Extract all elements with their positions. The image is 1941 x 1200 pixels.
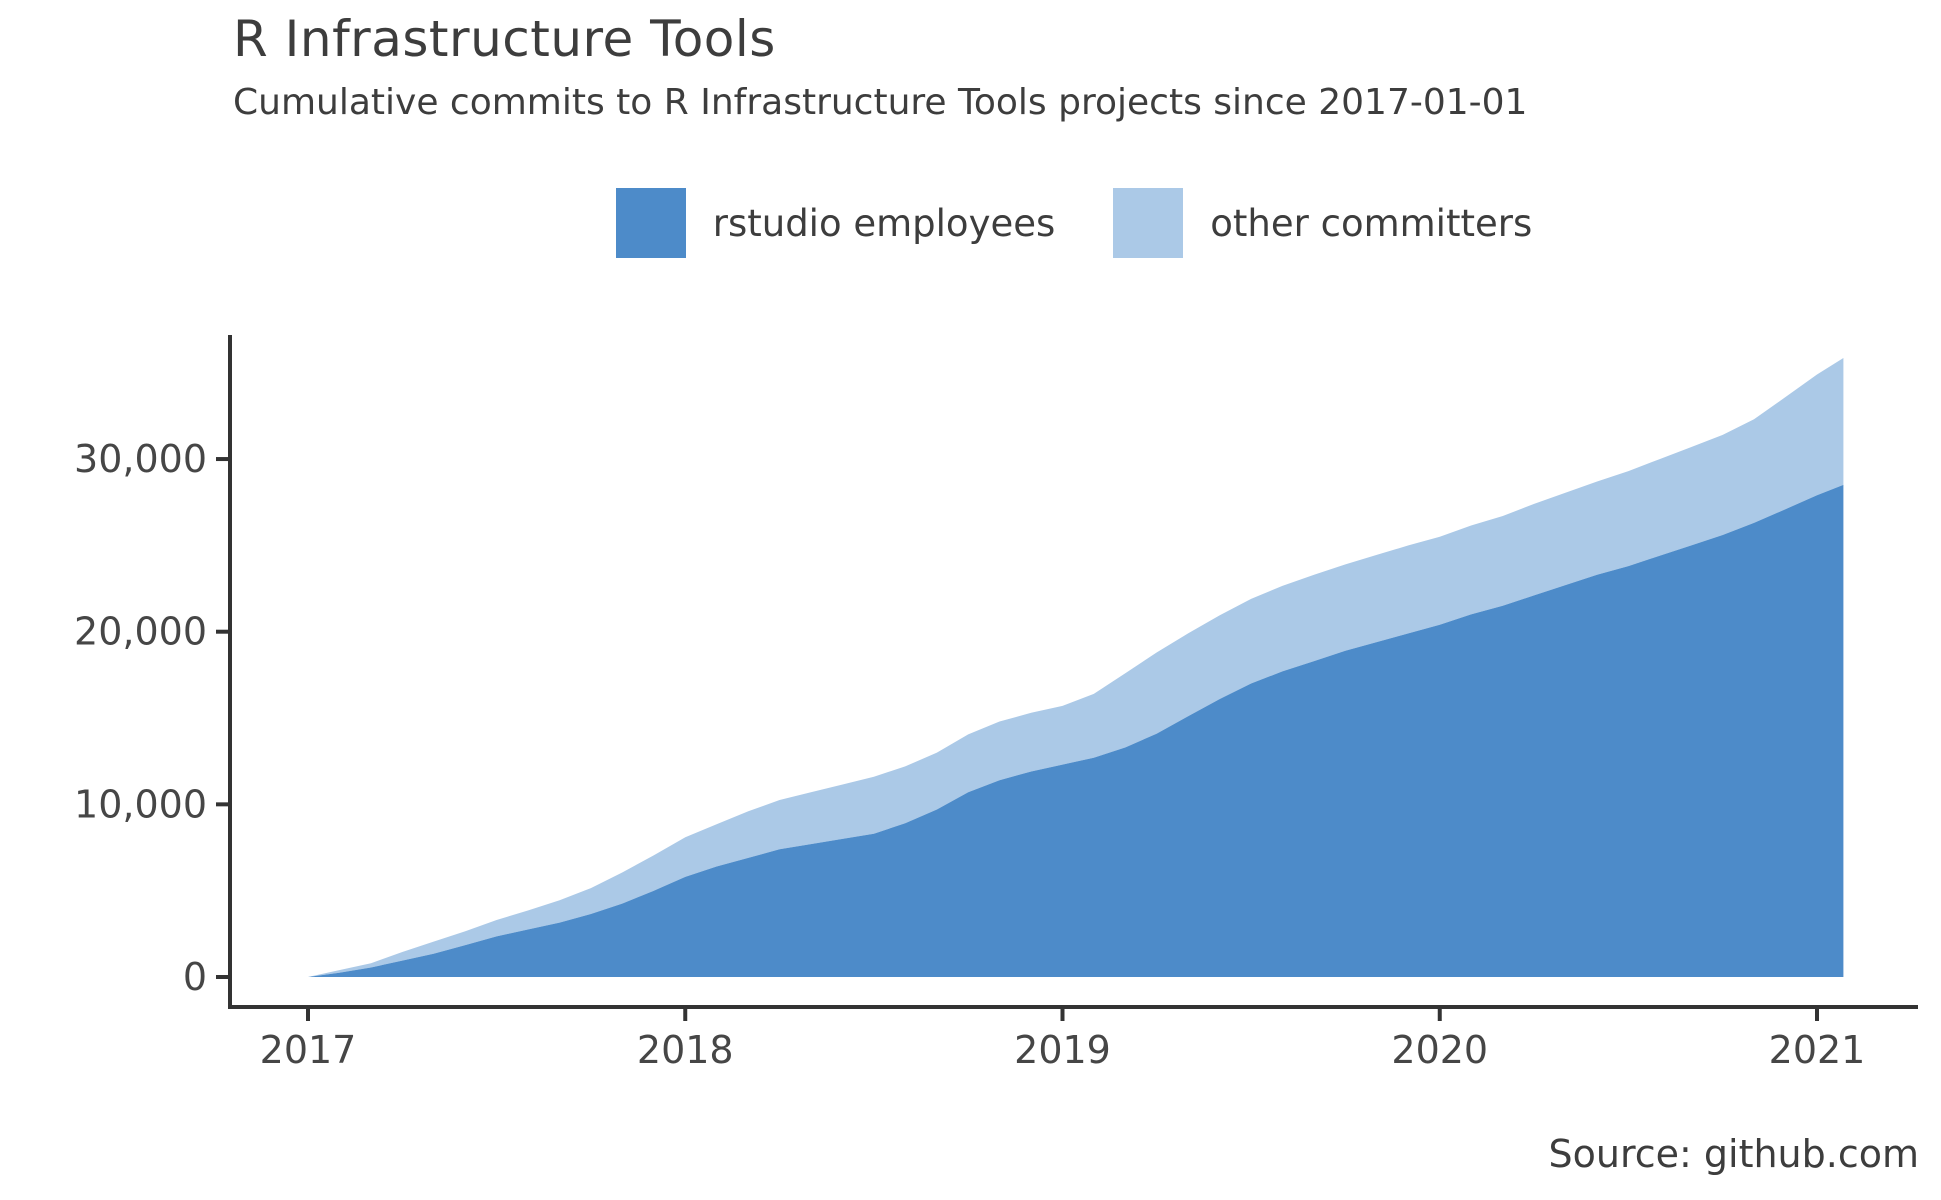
legend-label-other-committers: other committers bbox=[1210, 201, 1533, 245]
x-tick-label: 2021 bbox=[1769, 1028, 1866, 1072]
area-rstudio-employees bbox=[308, 484, 1844, 977]
page-subtitle: Cumulative commits to R Infrastructure T… bbox=[233, 82, 1528, 123]
legend-label-rstudio-employees: rstudio employees bbox=[712, 201, 1056, 245]
y-tick-label: 20,000 bbox=[74, 610, 207, 654]
y-tick-label: 10,000 bbox=[74, 782, 207, 826]
x-tick-label: 2020 bbox=[1391, 1028, 1488, 1072]
source-note: Source: github.com bbox=[1548, 1132, 1920, 1176]
legend: rstudio employees other committers bbox=[230, 188, 1918, 258]
page-title: R Infrastructure Tools bbox=[233, 10, 776, 68]
y-tick-label: 0 bbox=[183, 955, 207, 999]
x-tick-label: 2018 bbox=[637, 1028, 734, 1072]
x-tick-label: 2017 bbox=[260, 1028, 357, 1072]
y-tick-label: 30,000 bbox=[74, 437, 207, 481]
legend-item-other-committers: other committers bbox=[1113, 188, 1532, 258]
x-tick-label: 2019 bbox=[1014, 1028, 1111, 1072]
legend-swatch-other-committers-icon bbox=[1113, 188, 1184, 258]
legend-item-rstudio-employees: rstudio employees bbox=[615, 188, 1056, 258]
legend-swatch-rstudio-employees-icon bbox=[615, 188, 686, 258]
